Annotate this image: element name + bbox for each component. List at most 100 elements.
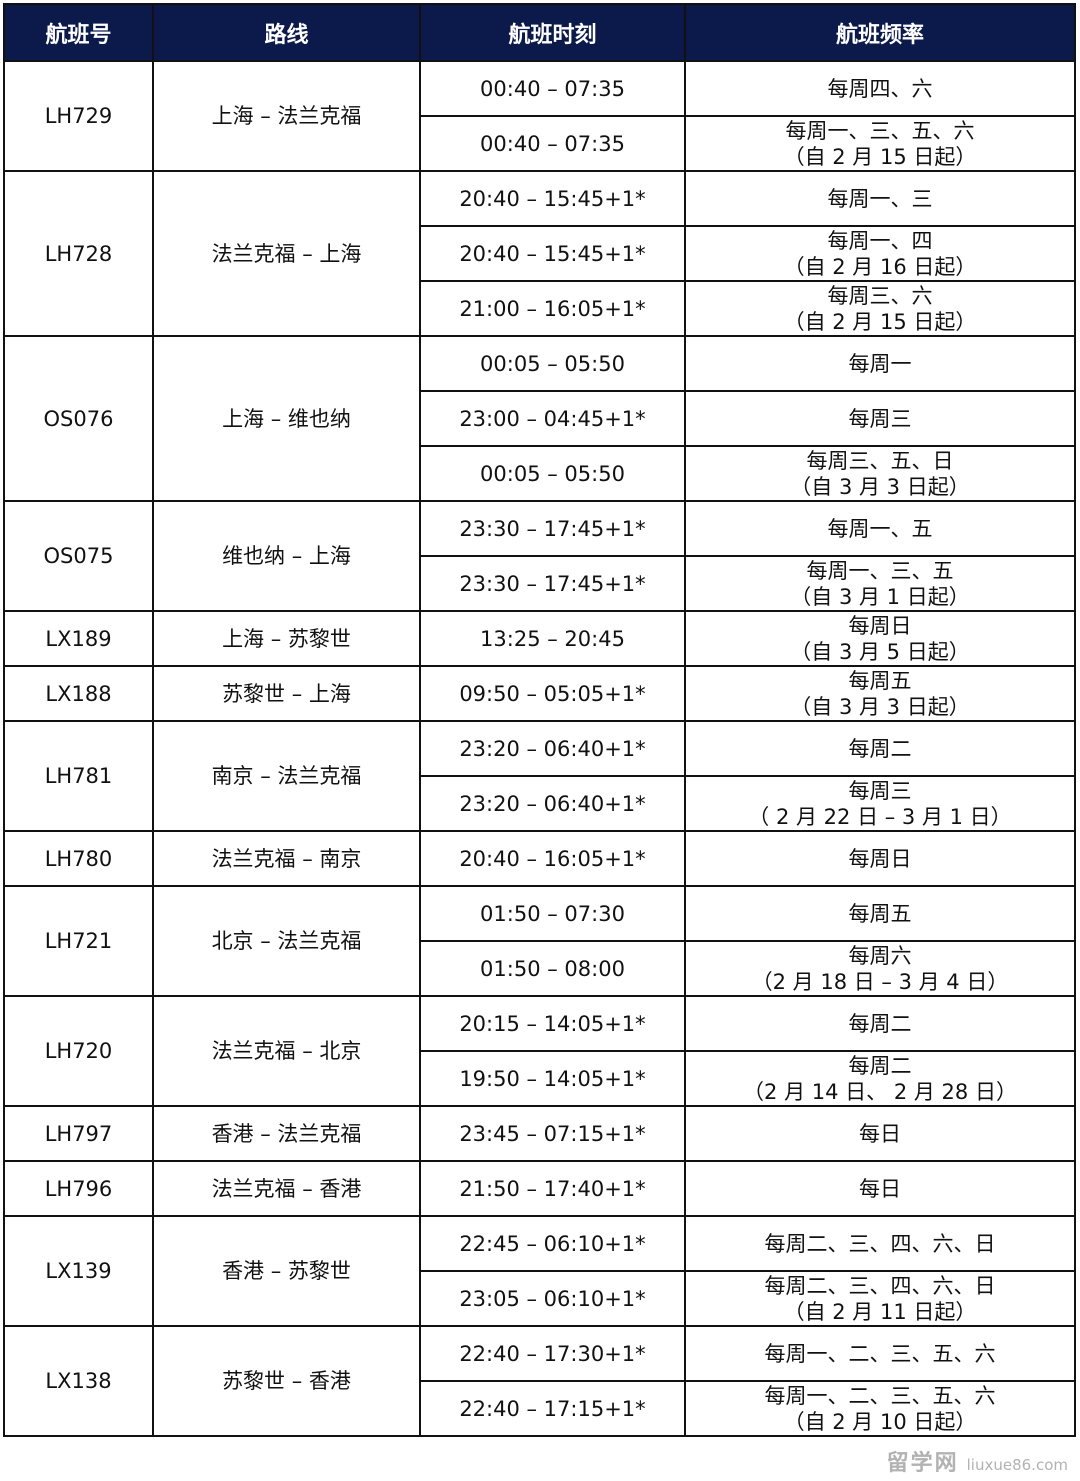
flight-number: LH781 bbox=[3, 720, 154, 832]
table-row: 20:40 – 15:45+1* 每周一、四 （自 2 月 16 日起） bbox=[4, 225, 1076, 282]
header-flight-no: 航班号 bbox=[3, 3, 154, 62]
table-row: LX138 苏黎世 – 香港 22:40 – 17:30+1* 每周一、二、三、五、六 bbox=[3, 1325, 1076, 1437]
flight-frequency: 每周二 bbox=[684, 720, 1076, 777]
flight-frequency: 每周一、三、五、六 （自 2 月 15 日起） bbox=[684, 115, 1076, 172]
flight-frequency: 每周三、六 （自 2 月 15 日起） bbox=[684, 280, 1076, 337]
flight-time: 09:50 – 05:05+1* bbox=[419, 665, 686, 722]
header-time: 航班时刻 bbox=[419, 3, 686, 62]
flight-time: 23:20 – 06:40+1* bbox=[419, 720, 686, 777]
flight-frequency: 每周一、五 bbox=[684, 500, 1076, 557]
flight-frequency: 每周六 （2 月 18 日 – 3 月 4 日） bbox=[684, 940, 1076, 997]
flight-time: 22:40 – 17:30+1* bbox=[419, 1325, 686, 1382]
flight-number: LX139 bbox=[3, 1215, 154, 1327]
flight-number: LX188 bbox=[3, 665, 154, 722]
route: 北京 – 法兰克福 bbox=[152, 885, 421, 997]
flight-frequency: 每周二、三、四、六、日 bbox=[684, 1215, 1076, 1272]
watermark-text: 留学网 bbox=[886, 1451, 959, 1476]
flight-frequency: 每日 bbox=[684, 1160, 1076, 1217]
table-row: 23:20 – 06:40+1* 每周三 （ 2 月 22 日 – 3 月 1 日… bbox=[4, 775, 1076, 832]
table-row: LH721 北京 – 法兰克福 01:50 – 07:30 每周五 bbox=[3, 885, 1076, 997]
flight-time: 22:45 – 06:10+1* bbox=[419, 1215, 686, 1272]
flight-frequency: 每周日 （自 3 月 5 日起） bbox=[684, 610, 1076, 667]
flight-time: 00:05 – 05:50 bbox=[419, 335, 686, 392]
flight-time: 19:50 – 14:05+1* bbox=[419, 1050, 686, 1107]
flight-time: 23:20 – 06:40+1* bbox=[419, 775, 686, 832]
table-row: 01:50 – 08:00 每周六 （2 月 18 日 – 3 月 4 日） bbox=[4, 940, 1076, 997]
header-frequency: 航班频率 bbox=[684, 3, 1076, 62]
table-row: 00:05 – 05:50 每周三、五、日 （自 3 月 3 日起） bbox=[4, 445, 1076, 502]
flight-frequency: 每周三、五、日 （自 3 月 3 日起） bbox=[684, 445, 1076, 502]
route: 香港 – 法兰克福 bbox=[152, 1105, 421, 1162]
flight-frequency: 每周一、三 bbox=[684, 170, 1076, 227]
flight-frequency: 每日 bbox=[684, 1105, 1076, 1162]
flight-time: 00:40 – 07:35 bbox=[419, 60, 686, 117]
flight-time: 23:30 – 17:45+1* bbox=[419, 555, 686, 612]
table-row: LH796 法兰克福 – 香港 21:50 – 17:40+1* 每日 bbox=[3, 1160, 1076, 1217]
flight-number: LH720 bbox=[3, 995, 154, 1107]
route: 苏黎世 – 香港 bbox=[152, 1325, 421, 1437]
flight-frequency: 每周三 bbox=[684, 390, 1076, 447]
table-row: LX139 香港 – 苏黎世 22:45 – 06:10+1* 每周二、三、四、六、日 bbox=[3, 1215, 1076, 1327]
flight-frequency: 每周一、二、三、五、六 （自 2 月 10 日起） bbox=[684, 1380, 1076, 1437]
flight-frequency: 每周一、二、三、五、六 bbox=[684, 1325, 1076, 1382]
flight-number: LH796 bbox=[3, 1160, 154, 1217]
flight-time: 00:40 – 07:35 bbox=[419, 115, 686, 172]
flight-time: 21:50 – 17:40+1* bbox=[419, 1160, 686, 1217]
route: 上海 – 维也纳 bbox=[152, 335, 421, 502]
route: 法兰克福 – 香港 bbox=[152, 1160, 421, 1217]
flight-time: 23:30 – 17:45+1* bbox=[419, 500, 686, 557]
flight-number: LX138 bbox=[3, 1325, 154, 1437]
flight-time: 20:15 – 14:05+1* bbox=[419, 995, 686, 1052]
table-row: 19:50 – 14:05+1* 每周二 （2 月 14 日、 2 月 28 日） bbox=[4, 1050, 1076, 1107]
flight-schedule-table: 航班号 路线 航班时刻 航班频率 LH729 上海 – 法兰克福 00:40 – 0… bbox=[3, 3, 1076, 1437]
route: 法兰克福 – 北京 bbox=[152, 995, 421, 1107]
route: 苏黎世 – 上海 bbox=[152, 665, 421, 722]
flight-frequency: 每周一、四 （自 2 月 16 日起） bbox=[684, 225, 1076, 282]
flight-frequency: 每周二 bbox=[684, 995, 1076, 1052]
flight-time: 23:05 – 06:10+1* bbox=[419, 1270, 686, 1327]
flight-time: 22:40 – 17:15+1* bbox=[419, 1380, 686, 1437]
table-row: 23:30 – 17:45+1* 每周一、三、五 （自 3 月 1 日起） bbox=[4, 555, 1076, 612]
flight-time: 00:05 – 05:50 bbox=[419, 445, 686, 502]
table-row: LX188 苏黎世 – 上海 09:50 – 05:05+1* 每周五 （自 3 月 … bbox=[3, 665, 1076, 722]
flight-time: 20:40 – 16:05+1* bbox=[419, 830, 686, 887]
table-row: LH780 法兰克福 – 南京 20:40 – 16:05+1* 每周日 bbox=[3, 830, 1076, 887]
route: 法兰克福 – 南京 bbox=[152, 830, 421, 887]
flight-number: LH729 bbox=[3, 60, 154, 172]
flight-frequency: 每周三 （ 2 月 22 日 – 3 月 1 日） bbox=[684, 775, 1076, 832]
table-row: OS076 上海 – 维也纳 00:05 – 05:50 每周一 bbox=[3, 335, 1076, 502]
flight-time: 23:45 – 07:15+1* bbox=[419, 1105, 686, 1162]
flight-number: OS075 bbox=[3, 500, 154, 612]
flight-frequency: 每周四、六 bbox=[684, 60, 1076, 117]
table-row: 21:00 – 16:05+1* 每周三、六 （自 2 月 15 日起） bbox=[4, 280, 1076, 337]
flight-frequency: 每周日 bbox=[684, 830, 1076, 887]
flight-frequency: 每周一、三、五 （自 3 月 1 日起） bbox=[684, 555, 1076, 612]
table-row: 23:00 – 04:45+1* 每周三 bbox=[4, 390, 1076, 447]
flight-time: 13:25 – 20:45 bbox=[419, 610, 686, 667]
flight-number: OS076 bbox=[3, 335, 154, 502]
route: 维也纳 – 上海 bbox=[152, 500, 421, 612]
table-row: LH720 法兰克福 – 北京 20:15 – 14:05+1* 每周二 bbox=[3, 995, 1076, 1107]
table-row: 23:05 – 06:10+1* 每周二、三、四、六、日 （自 2 月 11 日起… bbox=[4, 1270, 1076, 1327]
header-row: 航班号 路线 航班时刻 航班频率 bbox=[3, 3, 1076, 62]
table-row: LH797 香港 – 法兰克福 23:45 – 07:15+1* 每日 bbox=[3, 1105, 1076, 1162]
route: 南京 – 法兰克福 bbox=[152, 720, 421, 832]
watermark-logo: 留学网 liuxue86.com bbox=[887, 1445, 1068, 1477]
table-row: OS075 维也纳 – 上海 23:30 – 17:45+1* 每周一、五 bbox=[3, 500, 1076, 612]
flight-frequency: 每周五 （自 3 月 3 日起） bbox=[684, 665, 1076, 722]
flight-frequency: 每周二 （2 月 14 日、 2 月 28 日） bbox=[684, 1050, 1076, 1107]
flight-frequency: 每周五 bbox=[684, 885, 1076, 942]
flight-frequency: 每周二、三、四、六、日 （自 2 月 11 日起） bbox=[684, 1270, 1076, 1327]
table-row: LH781 南京 – 法兰克福 23:20 – 06:40+1* 每周二 bbox=[3, 720, 1076, 832]
table-row: LX189 上海 – 苏黎世 13:25 – 20:45 每周日 （自 3 月 5 日… bbox=[3, 610, 1076, 667]
flight-time: 20:40 – 15:45+1* bbox=[419, 170, 686, 227]
route: 香港 – 苏黎世 bbox=[152, 1215, 421, 1327]
flight-time: 01:50 – 08:00 bbox=[419, 940, 686, 997]
route: 上海 – 法兰克福 bbox=[152, 60, 421, 172]
flight-frequency: 每周一 bbox=[684, 335, 1076, 392]
flight-time: 21:00 – 16:05+1* bbox=[419, 280, 686, 337]
table-row: LH728 法兰克福 – 上海 20:40 – 15:45+1* 每周一、三 bbox=[3, 170, 1076, 337]
route: 上海 – 苏黎世 bbox=[152, 610, 421, 667]
table-row: 22:40 – 17:15+1* 每周一、二、三、五、六 （自 2 月 10 日起… bbox=[4, 1380, 1076, 1437]
flight-number: LH797 bbox=[3, 1105, 154, 1162]
